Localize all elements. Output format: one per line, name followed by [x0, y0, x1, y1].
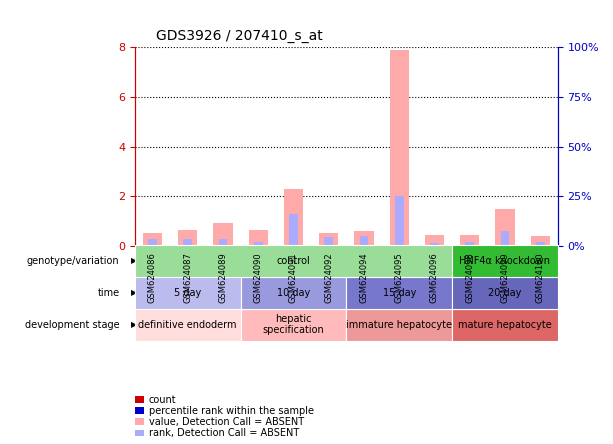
Text: 15 day: 15 day — [383, 288, 416, 297]
Text: GDS3926 / 207410_s_at: GDS3926 / 207410_s_at — [156, 29, 323, 43]
Text: rank, Detection Call = ABSENT: rank, Detection Call = ABSENT — [149, 428, 299, 438]
Bar — [530, 236, 550, 246]
Bar — [254, 242, 262, 246]
Text: hepatic
specification: hepatic specification — [262, 314, 324, 335]
Bar — [284, 189, 303, 246]
Text: development stage: development stage — [25, 320, 120, 329]
Text: GSM624090: GSM624090 — [254, 252, 263, 303]
Text: count: count — [149, 395, 177, 404]
Bar — [495, 209, 515, 246]
Text: mature hepatocyte: mature hepatocyte — [458, 320, 552, 329]
Text: HNF4α knockdown: HNF4α knockdown — [460, 256, 550, 266]
Text: definitive endoderm: definitive endoderm — [139, 320, 237, 329]
Text: value, Detection Call = ABSENT: value, Detection Call = ABSENT — [149, 417, 304, 427]
Text: ▶: ▶ — [131, 256, 137, 265]
Bar — [430, 243, 439, 246]
Text: 20 day: 20 day — [489, 288, 522, 297]
Text: GSM624098: GSM624098 — [465, 252, 474, 303]
Bar — [319, 233, 338, 246]
Bar — [460, 235, 479, 246]
Bar — [213, 223, 233, 246]
Text: GSM624092: GSM624092 — [324, 252, 333, 303]
Text: ▶: ▶ — [131, 320, 137, 329]
Bar — [501, 231, 509, 246]
Text: GSM624086: GSM624086 — [148, 252, 157, 303]
Bar — [289, 214, 298, 246]
Bar — [219, 239, 227, 246]
Bar — [395, 196, 403, 246]
Text: GSM624087: GSM624087 — [183, 252, 192, 303]
Text: time: time — [97, 288, 120, 297]
Bar — [465, 242, 474, 246]
Text: control: control — [276, 256, 310, 266]
Text: GSM624100: GSM624100 — [536, 252, 545, 303]
Text: percentile rank within the sample: percentile rank within the sample — [149, 406, 314, 416]
Bar — [324, 237, 333, 246]
Text: immature hepatocyte: immature hepatocyte — [346, 320, 452, 329]
Text: 5 day: 5 day — [174, 288, 201, 297]
Bar — [360, 236, 368, 246]
Text: genotype/variation: genotype/variation — [27, 256, 120, 266]
Text: GSM624091: GSM624091 — [289, 252, 298, 303]
Bar — [143, 233, 162, 246]
Bar — [183, 239, 192, 246]
Text: GSM624099: GSM624099 — [500, 252, 509, 303]
Text: 10 day: 10 day — [277, 288, 310, 297]
Bar — [178, 230, 197, 246]
Text: GSM624094: GSM624094 — [359, 252, 368, 303]
Bar — [425, 235, 444, 246]
Bar — [248, 230, 268, 246]
Text: GSM624095: GSM624095 — [395, 252, 404, 303]
Bar — [354, 231, 374, 246]
Text: ▶: ▶ — [131, 288, 137, 297]
Text: GSM624089: GSM624089 — [218, 252, 227, 303]
Bar — [536, 242, 544, 246]
Bar — [148, 239, 157, 246]
Bar — [389, 50, 409, 246]
Text: GSM624096: GSM624096 — [430, 252, 439, 303]
